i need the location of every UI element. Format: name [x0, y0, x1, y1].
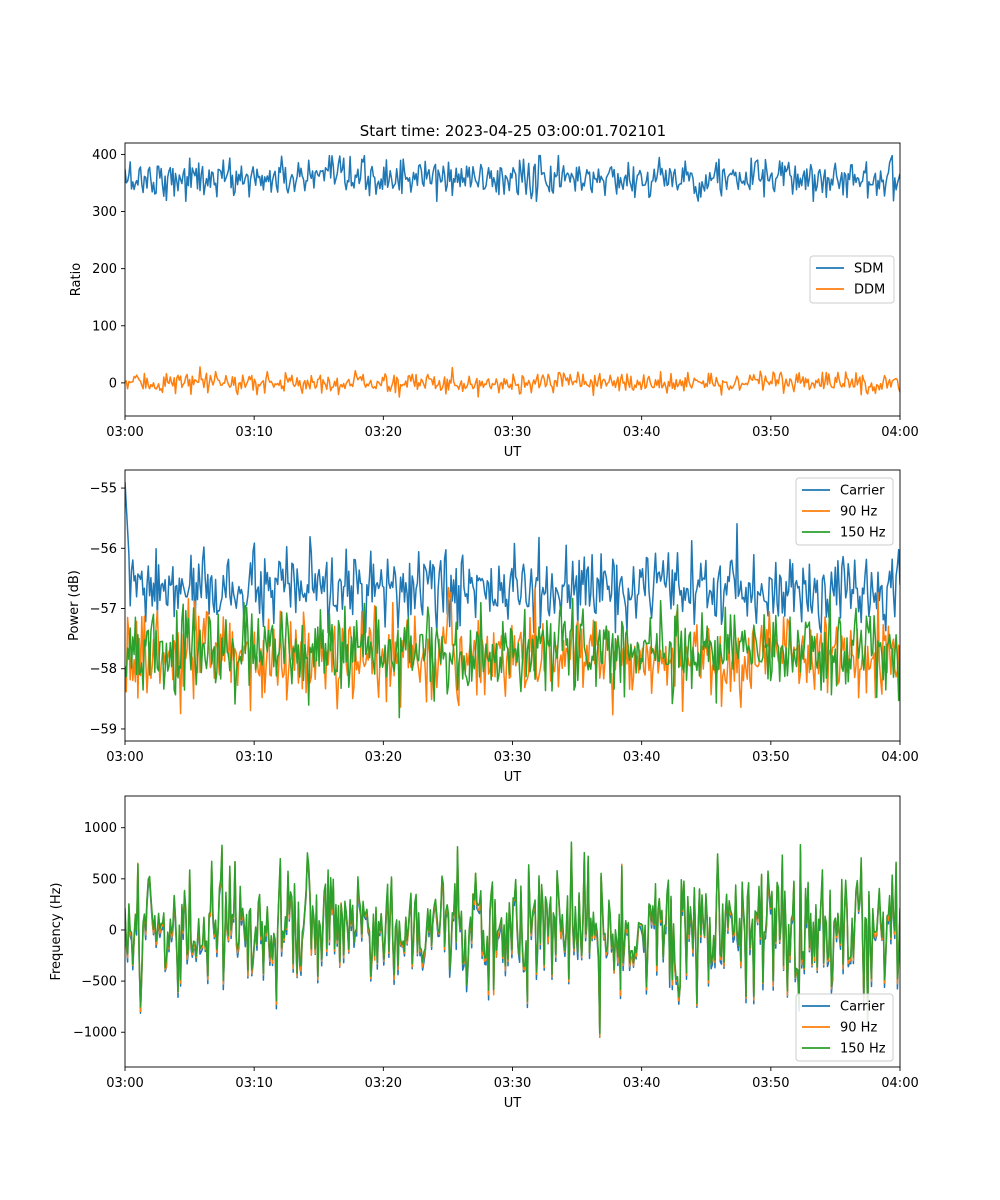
y-axis-label: Ratio	[69, 263, 84, 296]
x-tick-label: 03:20	[365, 1076, 402, 1091]
series-line-150-hz	[125, 593, 900, 719]
legend-label: 150 Hz	[840, 1042, 886, 1057]
series-line-sdm	[125, 154, 900, 203]
x-tick-label: 03:00	[106, 750, 143, 765]
series-line-150-hz	[125, 841, 900, 1035]
y-tick-label: 100	[92, 319, 117, 334]
y-axis-label: Frequency (Hz)	[49, 882, 64, 980]
x-axis-label: UT	[504, 770, 522, 785]
y-tick-label: 400	[92, 148, 117, 163]
series-line-carrier	[125, 481, 900, 634]
x-tick-label: 03:50	[752, 1076, 789, 1091]
x-tick-label: 03:30	[494, 750, 531, 765]
y-tick-label: 0	[109, 923, 117, 938]
x-axis-label: UT	[504, 1096, 522, 1111]
x-tick-label: 03:30	[494, 1076, 531, 1091]
y-tick-label: 1000	[84, 821, 117, 836]
x-tick-label: 03:10	[235, 425, 272, 440]
legend-label: SDM	[854, 262, 883, 277]
x-axis-label: UT	[504, 445, 522, 460]
x-tick-label: 03:30	[494, 425, 531, 440]
legend-label: Carrier	[840, 1000, 885, 1015]
y-axis-label: Power (dB)	[67, 570, 82, 641]
x-tick-label: 03:20	[365, 750, 402, 765]
x-tick-label: 04:00	[881, 425, 918, 440]
x-tick-label: 03:10	[235, 1076, 272, 1091]
frequency-panel: 03:00 03:10 03:20 03:30 03:40 03:50 04:00 UT −10…	[49, 795, 919, 1111]
legend-label: 150 Hz	[840, 526, 886, 541]
legend: SDM DDM	[809, 255, 895, 304]
x-tick-label: 03:50	[752, 750, 789, 765]
y-tick-label: −58	[90, 662, 117, 677]
x-tick-label: 03:20	[365, 425, 402, 440]
legend: Carrier 90 Hz 150 Hz	[795, 993, 894, 1062]
legend: Carrier 90 Hz 150 Hz	[795, 477, 894, 546]
y-tick-label: 0	[109, 376, 117, 391]
legend-box	[795, 477, 894, 546]
y-tick-label: −500	[81, 975, 117, 990]
legend-label: Carrier	[840, 484, 885, 499]
x-tick-label: 03:00	[106, 1076, 143, 1091]
series-group	[125, 481, 900, 719]
y-tick-label: −1000	[73, 1026, 117, 1041]
y-tick-label: 200	[92, 262, 117, 277]
series-group	[125, 154, 900, 398]
series-line-ddm	[125, 366, 900, 398]
y-tick-label: −55	[90, 482, 117, 497]
x-tick-label: 03:00	[106, 425, 143, 440]
x-tick-label: 03:40	[623, 425, 660, 440]
y-tick-label: −57	[90, 602, 117, 617]
legend-label: 90 Hz	[840, 1021, 877, 1036]
y-tick-label: 500	[92, 872, 117, 887]
series-group	[125, 841, 900, 1038]
figure-title: Start time: 2023-04-25 03:00:01.702101	[360, 122, 666, 140]
legend-box	[795, 993, 894, 1062]
x-tick-label: 03:40	[623, 750, 660, 765]
x-tick-label: 04:00	[881, 1076, 918, 1091]
x-tick-label: 04:00	[881, 750, 918, 765]
ratio-panel: 03:00 03:10 03:20 03:30 03:40 03:50 04:00 UT 0 10…	[69, 142, 919, 460]
legend-label: DDM	[854, 283, 885, 298]
y-tick-label: −56	[90, 542, 117, 557]
x-tick-label: 03:50	[752, 425, 789, 440]
x-tick-label: 03:40	[623, 1076, 660, 1091]
x-tick-label: 03:10	[235, 750, 272, 765]
y-tick-label: −59	[90, 722, 117, 737]
legend-label: 90 Hz	[840, 505, 877, 520]
power-panel: 03:00 03:10 03:20 03:30 03:40 03:50 04:00 UT −59…	[67, 469, 919, 785]
y-tick-label: 300	[92, 205, 117, 220]
